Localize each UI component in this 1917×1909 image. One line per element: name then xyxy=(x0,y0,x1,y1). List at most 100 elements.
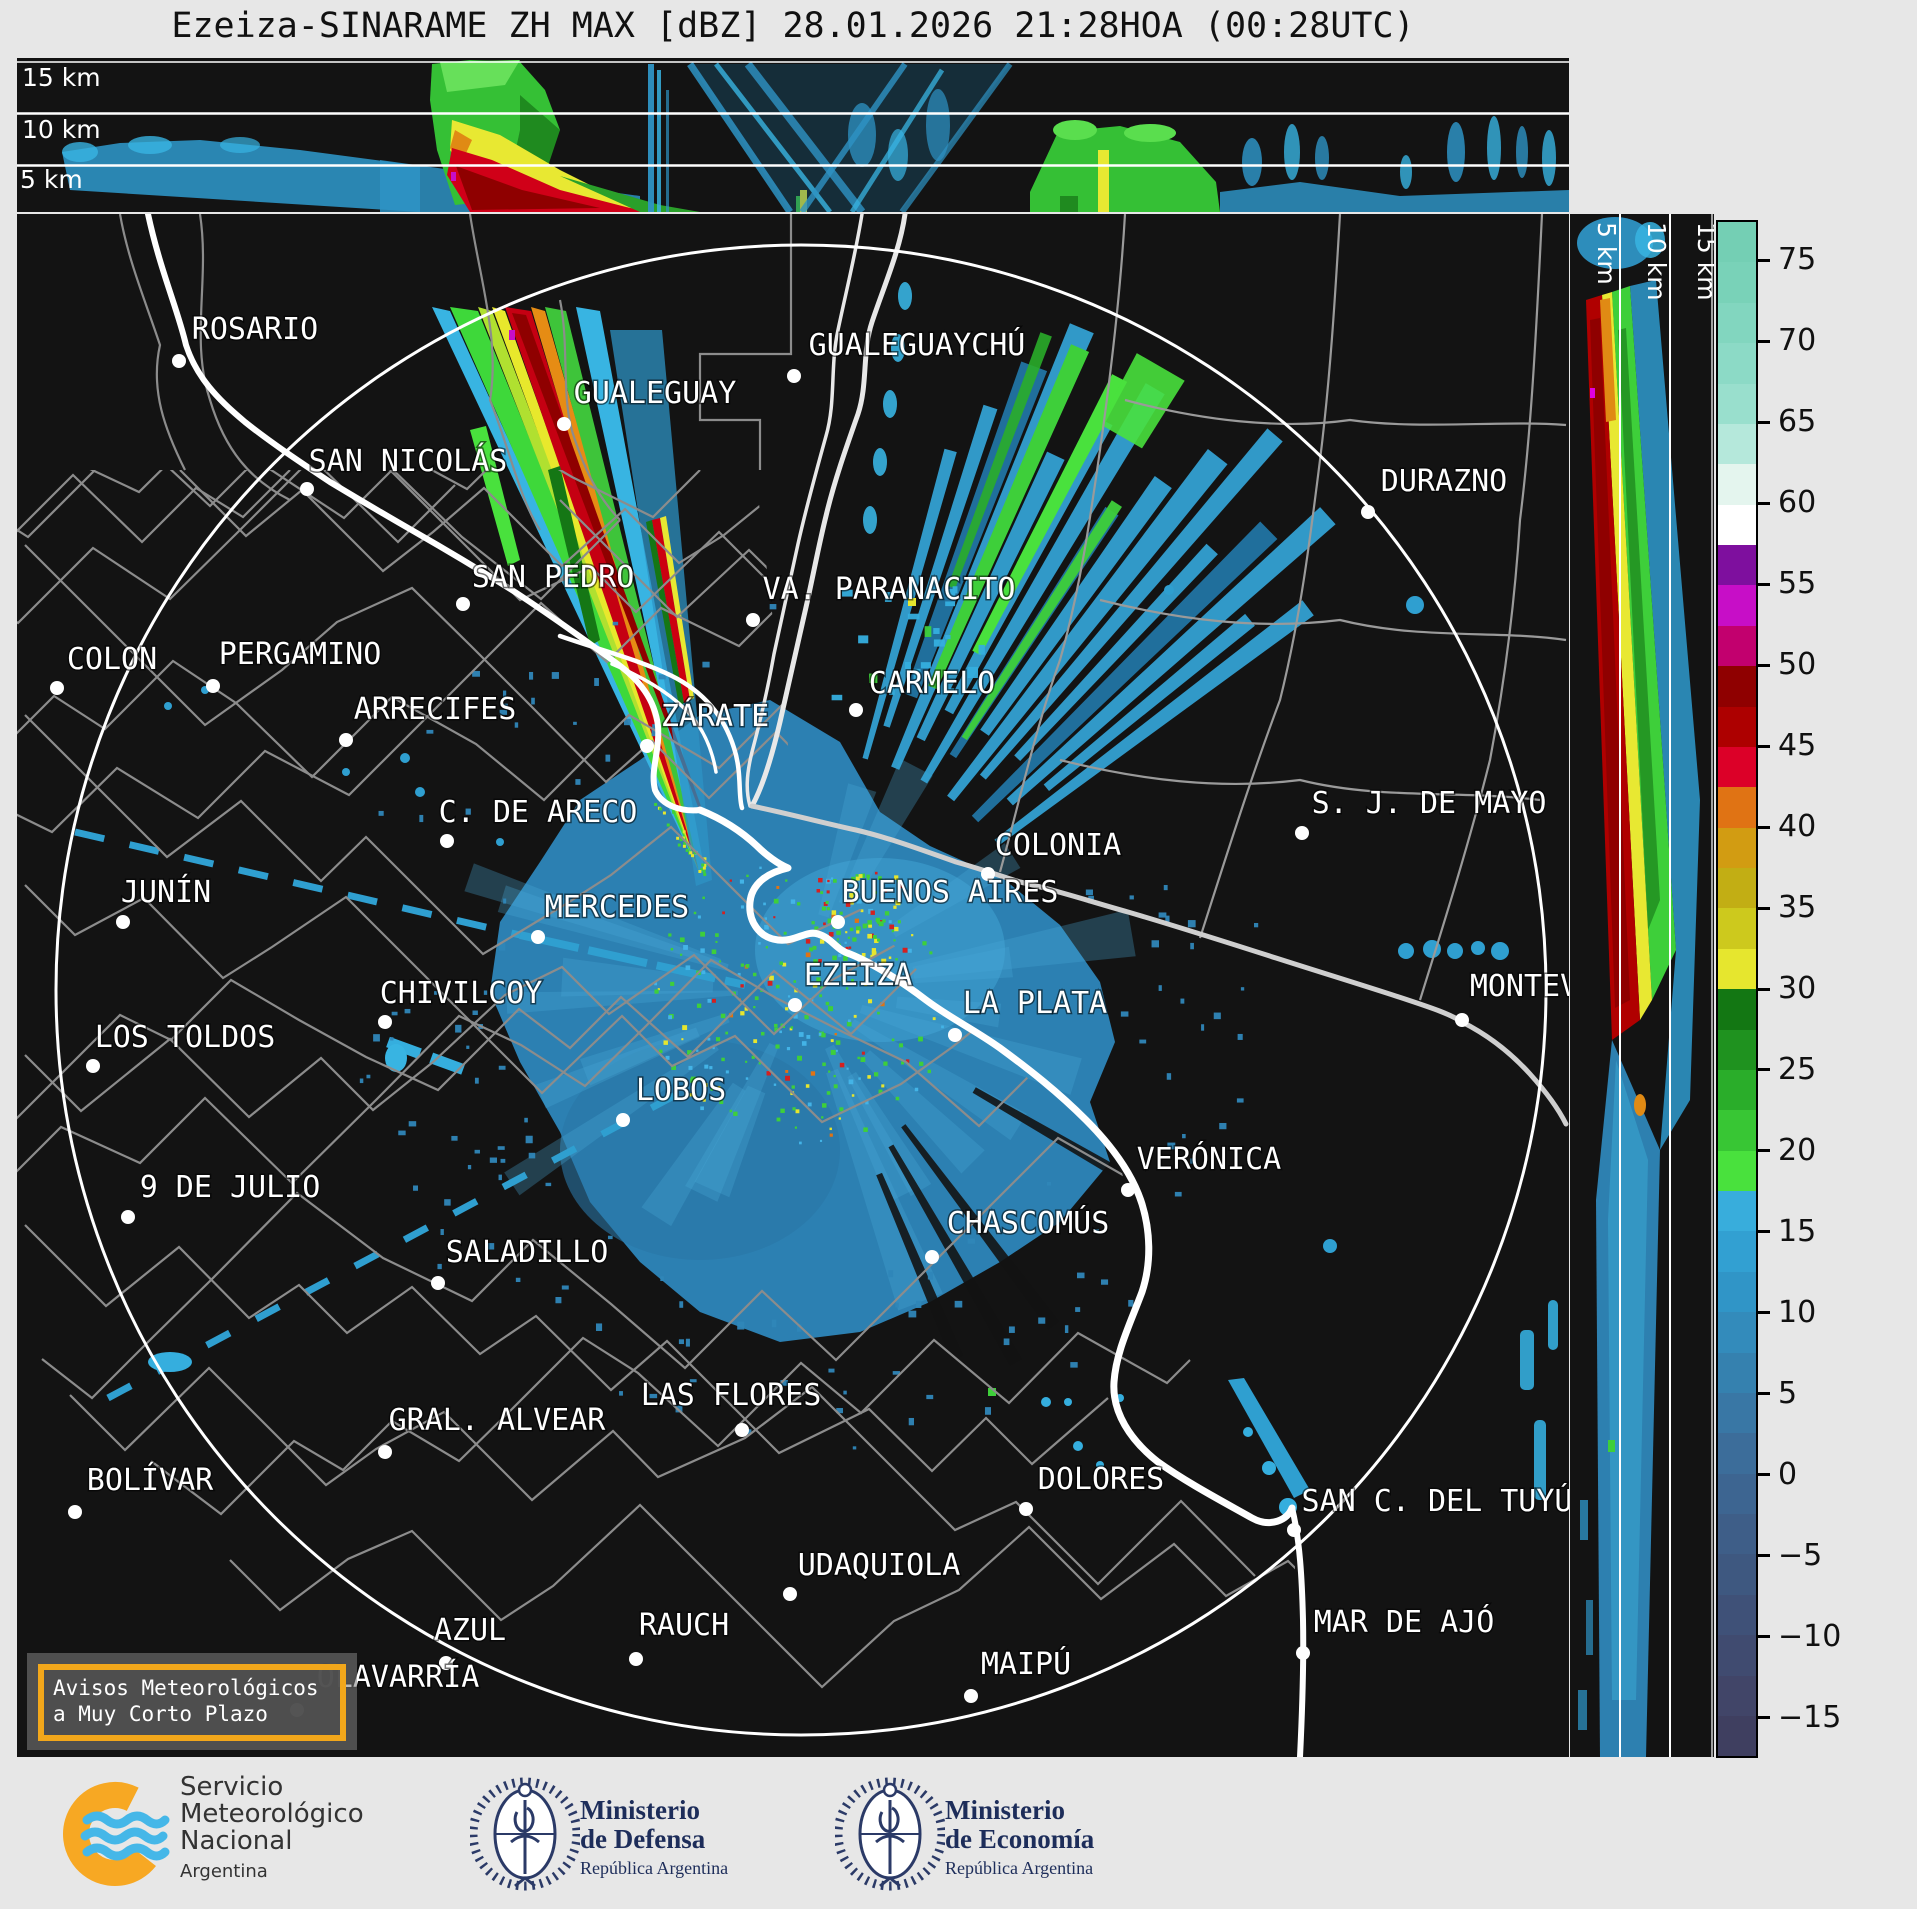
light-ray xyxy=(850,1019,1027,1141)
colorbar-tick-mark xyxy=(1758,1392,1770,1396)
fringe-speckle xyxy=(426,729,434,734)
admin-zigzag xyxy=(17,470,291,701)
fan-dash xyxy=(873,448,887,476)
center-speckle xyxy=(843,956,848,961)
center-speckle xyxy=(807,1102,812,1107)
center-speckle xyxy=(863,1127,868,1132)
fringe-speckle xyxy=(391,1011,398,1016)
carmelo-cluster-speck xyxy=(978,644,985,655)
center-speckle xyxy=(860,1057,866,1062)
fringe-speckle xyxy=(702,661,710,668)
isolated-echo-dot xyxy=(1447,943,1463,959)
center-speckle xyxy=(679,937,685,943)
beam-tip-speckle xyxy=(659,807,663,811)
colorbar-tick-label: 65 xyxy=(1778,404,1817,440)
radar-map: ROSARIO GUALEGUAYCHÚ GUALEGUAY SAN NICOLÁS D… xyxy=(17,214,1569,1757)
center-speckle xyxy=(701,970,706,975)
center-speckle xyxy=(745,1077,749,1080)
center-speckle xyxy=(856,898,862,904)
top-profile-plot: 15 km 10 km 5 km xyxy=(17,58,1569,212)
fan-ray xyxy=(1006,507,1336,806)
colorbar-segment xyxy=(1718,1635,1756,1676)
center-speckle xyxy=(773,916,776,919)
interference-dash xyxy=(303,1277,331,1296)
fringe-speckle xyxy=(472,1010,478,1016)
city-dot xyxy=(629,1652,643,1666)
center-speckle xyxy=(833,1084,838,1089)
center-speckle xyxy=(827,879,830,883)
carmelo-cluster-speck xyxy=(869,673,878,684)
center-speckle xyxy=(895,1096,900,1101)
fringe-speckle xyxy=(366,1074,371,1079)
center-speckle xyxy=(785,879,788,882)
altitude-label: 10 km xyxy=(1642,222,1671,301)
city-label: EZEIZA xyxy=(804,958,912,993)
city-label: ARRECIFES xyxy=(354,692,517,727)
center-speckle xyxy=(681,1038,684,1041)
fan-ray xyxy=(1014,543,1218,761)
city-dot xyxy=(1361,505,1375,519)
warning-box[interactable]: Avisos Meteorológicos a Muy Corto Plazo xyxy=(38,1664,346,1741)
center-speckle xyxy=(873,1072,879,1077)
center-speckle xyxy=(884,911,890,916)
city-label: LOS TOLDOS xyxy=(95,1020,276,1055)
interference-dash xyxy=(353,1250,380,1270)
carmelo-cluster-speck xyxy=(907,613,920,620)
colorbar-segment xyxy=(1718,383,1756,424)
colorbar-segment xyxy=(1718,545,1756,586)
center-speckle xyxy=(764,924,769,930)
center-speckle xyxy=(856,930,860,934)
colorbar-segment xyxy=(1718,262,1756,303)
colorbar-tick-label: 0 xyxy=(1778,1456,1798,1492)
center-speckle xyxy=(853,890,858,895)
center-speckle xyxy=(839,1062,845,1068)
city-label: PERGAMINO xyxy=(219,637,382,672)
echo-bright-patch xyxy=(755,858,1005,1042)
beam-tip-speckle xyxy=(672,810,676,814)
fringe-speckle xyxy=(1076,1272,1085,1279)
center-speckle xyxy=(898,884,903,889)
center-speckle xyxy=(880,1001,885,1007)
center-speckle xyxy=(789,1027,793,1031)
center-speckle xyxy=(830,1039,834,1043)
center-speckle xyxy=(893,905,897,909)
center-speckle xyxy=(689,1093,693,1097)
center-speckle xyxy=(918,1036,923,1042)
center-speckle xyxy=(848,946,852,949)
center-speckle xyxy=(812,945,817,950)
fringe-speckle xyxy=(1151,940,1160,948)
center-speckle xyxy=(776,1117,781,1122)
admin-zigzag xyxy=(150,1294,1256,1516)
ministerio-economia-logo: Ministerio de Economía República Argenti… xyxy=(835,1760,1255,1909)
light-ray xyxy=(818,783,877,918)
center-speckle xyxy=(855,874,859,877)
center-speckle xyxy=(842,978,846,983)
center-speckle xyxy=(793,980,797,983)
fringe-speckle xyxy=(1075,1307,1081,1312)
center-speckle xyxy=(865,1101,869,1105)
colorbar-tick-mark xyxy=(1758,1149,1770,1153)
colorbar-tick-mark xyxy=(1758,1473,1770,1477)
fringe-speckle xyxy=(984,1407,992,1415)
carmelo-cluster-speck xyxy=(945,601,956,607)
center-speckle xyxy=(657,988,660,991)
city-label: ZÁRATE xyxy=(661,698,769,734)
colorbar-tick-mark xyxy=(1758,663,1770,667)
smn-line-1: Servicio xyxy=(180,1772,284,1802)
colorbar-tick-label: 45 xyxy=(1778,727,1817,763)
fringe-speckle xyxy=(502,703,508,708)
center-speckle xyxy=(805,939,811,944)
center-speckle xyxy=(725,1070,729,1074)
center-speckle xyxy=(826,890,830,894)
center-speckle xyxy=(779,961,783,965)
fringe-speckle xyxy=(551,672,559,679)
colorbar-segment xyxy=(1718,1715,1756,1757)
center-speckle xyxy=(864,982,868,986)
colorbar-segment xyxy=(1718,1392,1756,1434)
beam-tip-speckle xyxy=(700,867,704,871)
center-speckle xyxy=(805,1084,810,1088)
admin-zigzag xyxy=(24,1224,1109,1473)
warning-line-2: a Muy Corto Plazo xyxy=(53,1702,268,1726)
dolores-echo-dot xyxy=(1243,1427,1253,1437)
fan-dash xyxy=(891,334,905,362)
